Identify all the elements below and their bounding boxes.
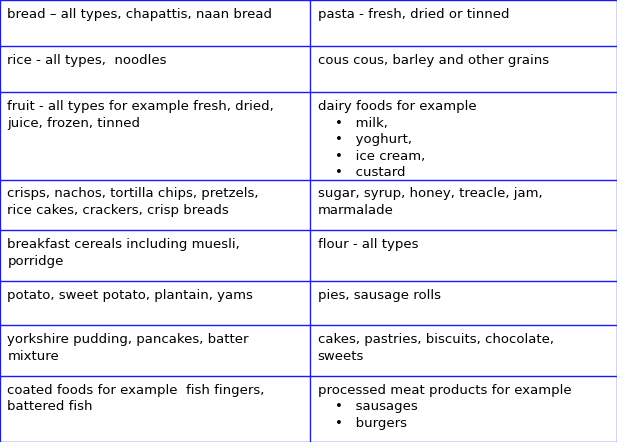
Text: dairy foods for example
    •   milk,
    •   yoghurt,
    •   ice cream,
    • : dairy foods for example • milk, • yoghur… bbox=[318, 100, 476, 179]
Text: yorkshire pudding, pancakes, batter
mixture: yorkshire pudding, pancakes, batter mixt… bbox=[7, 333, 249, 362]
Text: pasta - fresh, dried or tinned: pasta - fresh, dried or tinned bbox=[318, 8, 509, 21]
Text: potato, sweet potato, plantain, yams: potato, sweet potato, plantain, yams bbox=[7, 289, 254, 302]
Text: pies, sausage rolls: pies, sausage rolls bbox=[318, 289, 441, 302]
Text: bread – all types, chapattis, naan bread: bread – all types, chapattis, naan bread bbox=[7, 8, 272, 21]
Text: crisps, nachos, tortilla chips, pretzels,
rice cakes, crackers, crisp breads: crisps, nachos, tortilla chips, pretzels… bbox=[7, 187, 259, 217]
Text: flour - all types: flour - all types bbox=[318, 238, 418, 251]
Text: cakes, pastries, biscuits, chocolate,
sweets: cakes, pastries, biscuits, chocolate, sw… bbox=[318, 333, 553, 362]
Text: coated foods for example  fish fingers,
battered fish: coated foods for example fish fingers, b… bbox=[7, 384, 265, 413]
Text: cous cous, barley and other grains: cous cous, barley and other grains bbox=[318, 54, 549, 67]
Text: processed meat products for example
    •   sausages
    •   burgers: processed meat products for example • sa… bbox=[318, 384, 571, 430]
Text: fruit - all types for example fresh, dried,
juice, frozen, tinned: fruit - all types for example fresh, dri… bbox=[7, 100, 274, 130]
Text: breakfast cereals including muesli,
porridge: breakfast cereals including muesli, porr… bbox=[7, 238, 240, 268]
Text: sugar, syrup, honey, treacle, jam,
marmalade: sugar, syrup, honey, treacle, jam, marma… bbox=[318, 187, 542, 217]
Text: rice - all types,  noodles: rice - all types, noodles bbox=[7, 54, 167, 67]
